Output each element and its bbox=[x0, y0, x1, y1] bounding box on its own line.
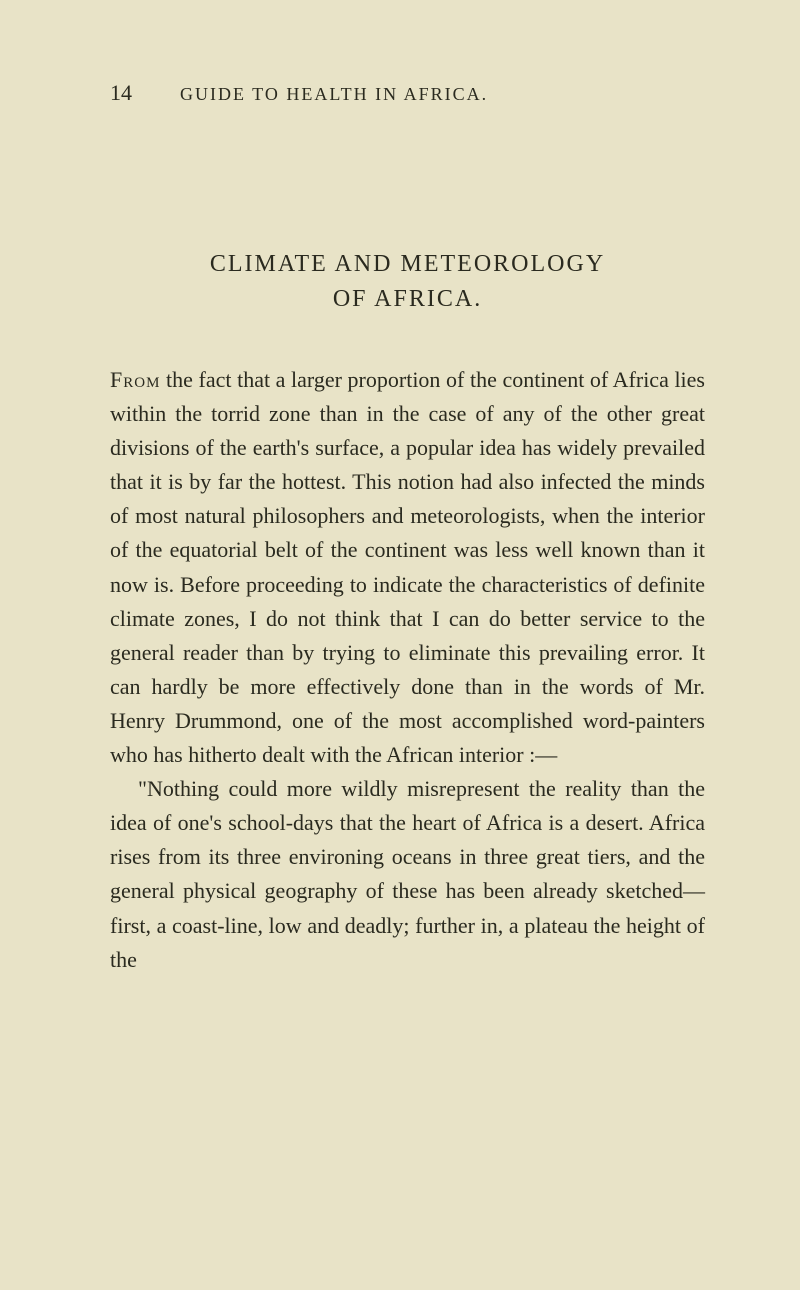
paragraph-1-lead: From bbox=[110, 367, 160, 392]
paragraph-2: "Nothing could more wildly misrepresent … bbox=[110, 772, 705, 977]
title-line-1: CLIMATE AND METEOROLOGY bbox=[110, 251, 705, 278]
running-head: GUIDE TO HEALTH IN AFRICA. bbox=[180, 84, 488, 105]
page-header: 14 GUIDE TO HEALTH IN AFRICA. bbox=[110, 80, 705, 106]
title-line-2: OF AFRICA. bbox=[110, 286, 705, 313]
chapter-title: CLIMATE AND METEOROLOGY OF AFRICA. bbox=[110, 251, 705, 313]
page-number: 14 bbox=[110, 80, 132, 106]
paragraph-1-rest: the fact that a larger proportion of the… bbox=[110, 367, 705, 767]
page-container: 14 GUIDE TO HEALTH IN AFRICA. CLIMATE AN… bbox=[0, 0, 800, 1037]
paragraph-1: From the fact that a larger proportion o… bbox=[110, 363, 705, 772]
body-text: From the fact that a larger proportion o… bbox=[110, 363, 705, 977]
